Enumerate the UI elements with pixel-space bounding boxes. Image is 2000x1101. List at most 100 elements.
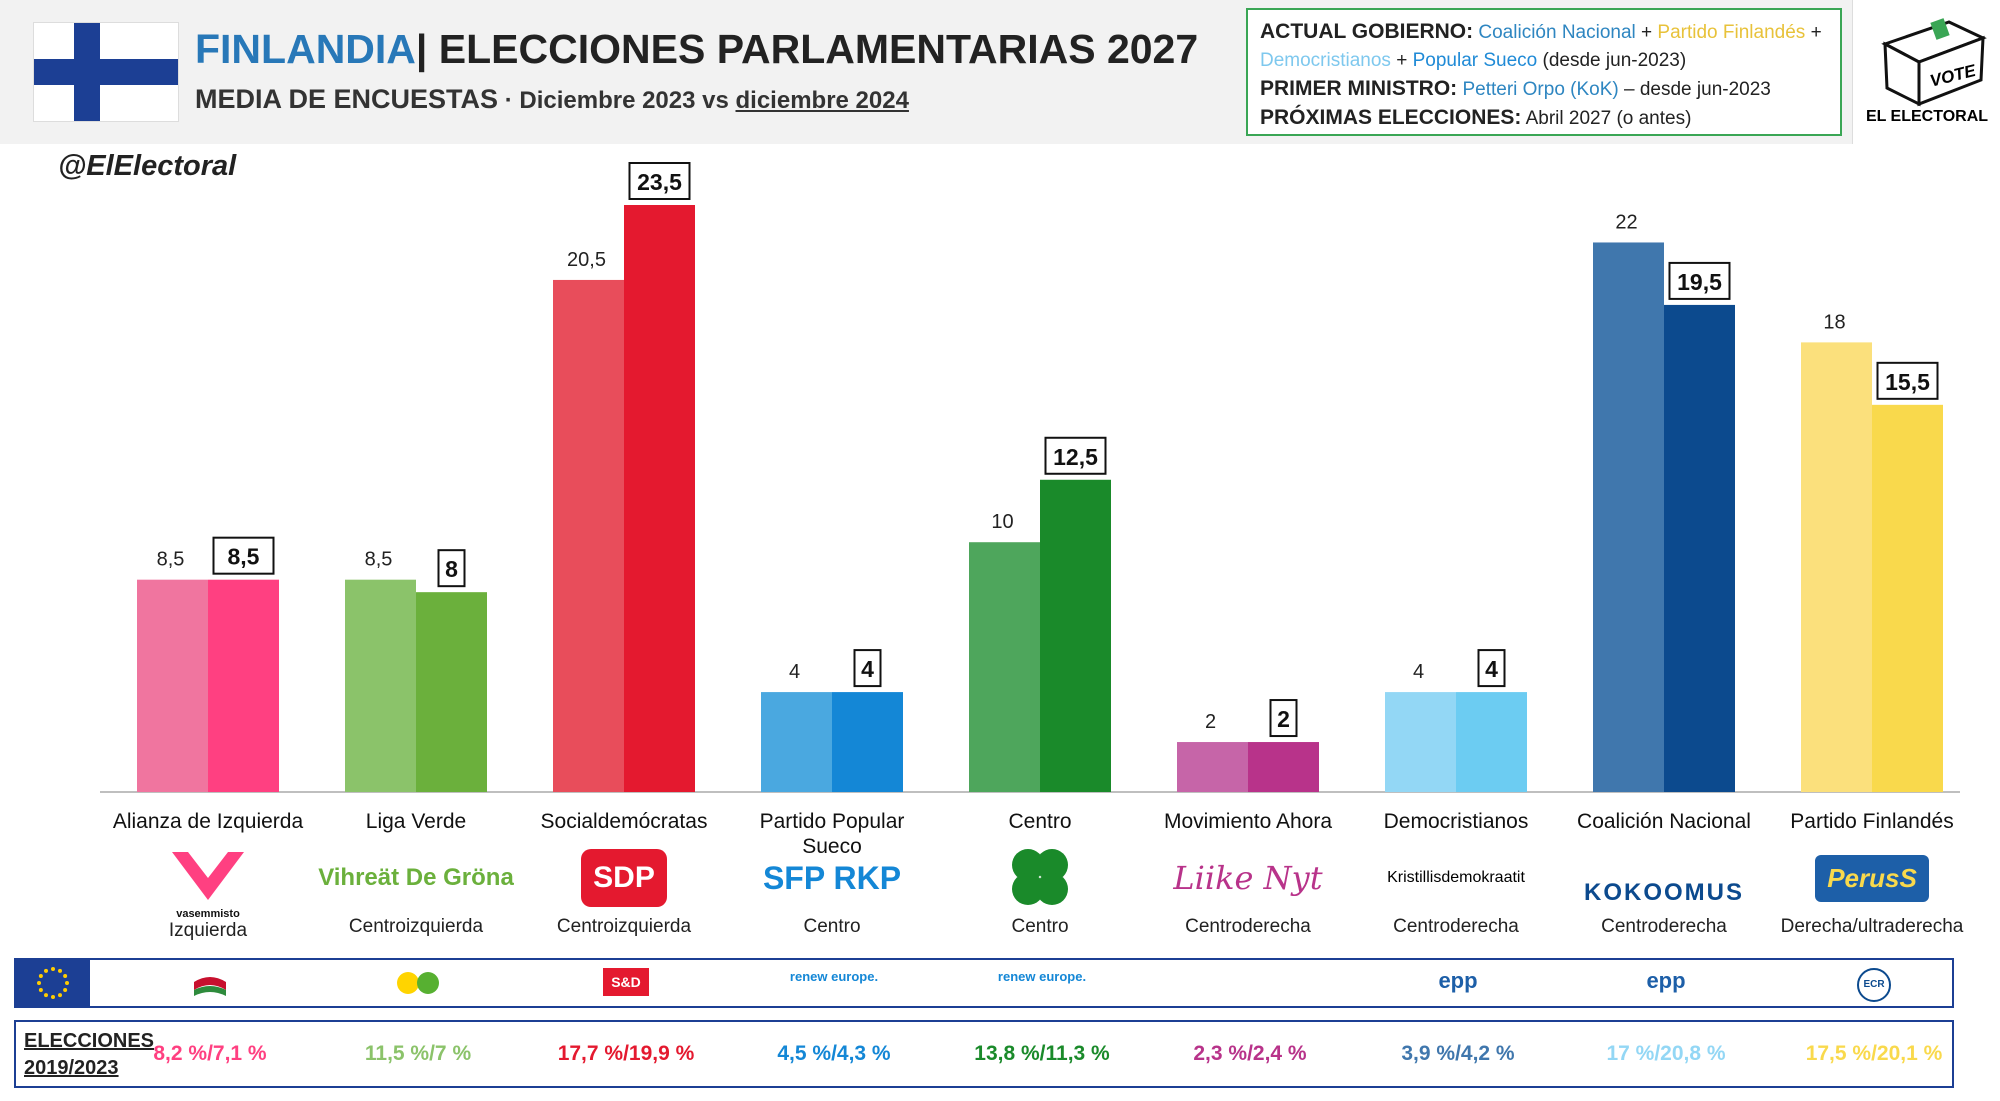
value-label-2023: 22 [1615, 211, 1637, 233]
plus-sign: + [1390, 50, 1413, 71]
party-logo-mark: SFP RKP [732, 840, 932, 916]
gov-party-kok: Coalición Nacional [1478, 22, 1636, 43]
bar-2024 [832, 692, 903, 792]
gov-since: (desde jun-2023) [1537, 50, 1687, 71]
value-label-2024: 4 [861, 656, 874, 682]
results-label-line2: 2019/2023 [24, 1057, 119, 1079]
plus-sign: + [1635, 22, 1658, 43]
eu-group-logo [160, 968, 260, 998]
bar-2024 [1664, 304, 1735, 792]
value-label-2024: 2 [1277, 706, 1290, 732]
page-subtitle: MEDIA DE ENCUESTAS · Diciembre 2023 vs d… [195, 84, 909, 115]
bar-2024 [1456, 692, 1527, 792]
party-logo-mark [108, 840, 308, 916]
previous-result-value: 17,7 %/19,9 % [557, 1042, 695, 1065]
eu-star-icon [58, 968, 62, 973]
party-logo-text: KOKOOMUS [1584, 879, 1744, 906]
party-ideology: Centroderecha [1393, 916, 1519, 937]
eu-group-logo: ECR [1824, 968, 1924, 1002]
party-logo-text: Kristillisdemokraatit [1387, 869, 1525, 886]
previous-result-value: 17 %/20,8 % [1606, 1042, 1726, 1065]
results-label-line1: ELECCIONES [24, 1030, 155, 1052]
el-electoral-logo: VOTE EL ELECTORAL [1852, 0, 2000, 144]
bar-2023 [1177, 742, 1248, 792]
bar-2024 [624, 205, 695, 792]
bar-2023 [553, 279, 624, 792]
page-title: FINLANDIA| ELECCIONES PARLAMENTARIAS 202… [195, 26, 1198, 73]
value-label-box-2024 [1668, 261, 1731, 300]
value-label-box-2024 [1477, 649, 1506, 688]
party-ideology: Centroderecha [1185, 916, 1311, 937]
eu-group-logo: renew europe. [784, 968, 884, 998]
bar-2024 [1248, 742, 1319, 792]
value-label-box-2024 [437, 549, 466, 588]
bar-chart: 8,5 8,5 Alianza de Izquierda 8,5 8 Liga Verde… [100, 162, 1960, 858]
value-label-2023: 2 [1205, 711, 1216, 733]
party-logo-mark [940, 840, 1140, 916]
party-logo: KOKOOMUS Centroderecha [1564, 840, 1764, 938]
government-info-box: ACTUAL GOBIERNO: Coalición Nacional + Pa… [1246, 8, 1842, 136]
brand-name: EL ELECTORAL [1866, 108, 1988, 125]
eu-group-logo [1200, 968, 1300, 998]
eu-group-text: S&D [603, 968, 649, 996]
party-logo: Kristillisdemokraatit Centroderecha [1356, 840, 1556, 938]
value-label-2024: 8 [445, 556, 458, 582]
bar-2023 [345, 579, 416, 792]
value-label-2023: 4 [1413, 661, 1424, 683]
party-ideology: Centro [1011, 916, 1069, 937]
party-logo-mark: KOKOOMUS [1564, 840, 1764, 916]
eu-star-icon [65, 981, 69, 985]
value-label-2024: 12,5 [1053, 444, 1098, 470]
value-label-2023: 18 [1823, 311, 1845, 333]
bar-2023 [1385, 692, 1456, 792]
eu-star-icon [58, 993, 62, 998]
value-label-2023: 4 [789, 661, 800, 683]
next-election-label: PRÓXIMAS ELECCIONES: [1260, 106, 1522, 129]
bar-2023 [969, 542, 1040, 792]
value-label-2023: 8,5 [157, 549, 185, 571]
value-label-box-2024 [212, 536, 275, 575]
value-label-box-2024 [1876, 361, 1939, 400]
value-label-2023: 8,5 [365, 549, 393, 571]
bar-2023 [137, 579, 208, 792]
eu-group-text: epp [1438, 968, 1478, 993]
eu-flag-icon [16, 960, 90, 1006]
party-logo: PerusS Derecha/ultraderecha [1772, 840, 1972, 938]
twitter-handle: @ElElectoral [58, 150, 237, 182]
value-label-2024: 23,5 [637, 169, 682, 195]
party-logo-mark: Kristillisdemokraatit [1356, 840, 1556, 916]
ballot-box-icon: VOTE EL ELECTORAL [1866, 18, 1988, 125]
previous-result-value: 2,3 %/2,4 % [1193, 1042, 1307, 1065]
eu-star-icon [44, 968, 48, 973]
country-name: FINLANDIA [195, 26, 416, 72]
party-ideology: Centroizquierda [556, 916, 692, 937]
eu-star-icon [37, 981, 41, 985]
category-label: Movimiento Ahora [1164, 810, 1332, 833]
value-label-2024: 19,5 [1677, 269, 1722, 295]
party-logo: SDP Centroizquierda [524, 840, 724, 938]
finland-flag-icon [33, 22, 179, 122]
eu-star-icon [38, 974, 43, 978]
gov-party-rkp: Popular Sueco [1412, 50, 1538, 71]
party-logo-text: SFP RKP [762, 859, 902, 896]
party-ideology: Izquierda [168, 920, 248, 941]
category-label: Partido Finlandés [1790, 810, 1953, 833]
party-ideology: Centroizquierda [348, 916, 484, 937]
value-label-box-2024 [1269, 699, 1298, 738]
bar-2023 [761, 692, 832, 792]
previous-result-value: 8,2 %/7,1 % [153, 1042, 267, 1065]
dates-to: diciembre 2024 [735, 87, 909, 114]
title-text: | ELECCIONES PARLAMENTARIAS 2027 [415, 26, 1199, 72]
party-logo-mark: Liike Nyt [1148, 840, 1348, 916]
bar-2024 [208, 579, 279, 792]
category-label: Partido Popular [760, 810, 905, 833]
category-label: Liga Verde [366, 810, 466, 833]
eu-group-text: renew europe. [997, 969, 1087, 984]
eu-group-text: epp [1646, 968, 1686, 993]
bar-2023 [1801, 342, 1872, 792]
previous-result-value: 4,5 %/4,3 % [777, 1042, 891, 1065]
category-label: Centro [1008, 810, 1071, 833]
gov-party-ps: Partido Finlandés [1657, 22, 1806, 43]
eu-group-logo [368, 968, 468, 998]
bar-2024 [1872, 404, 1943, 792]
